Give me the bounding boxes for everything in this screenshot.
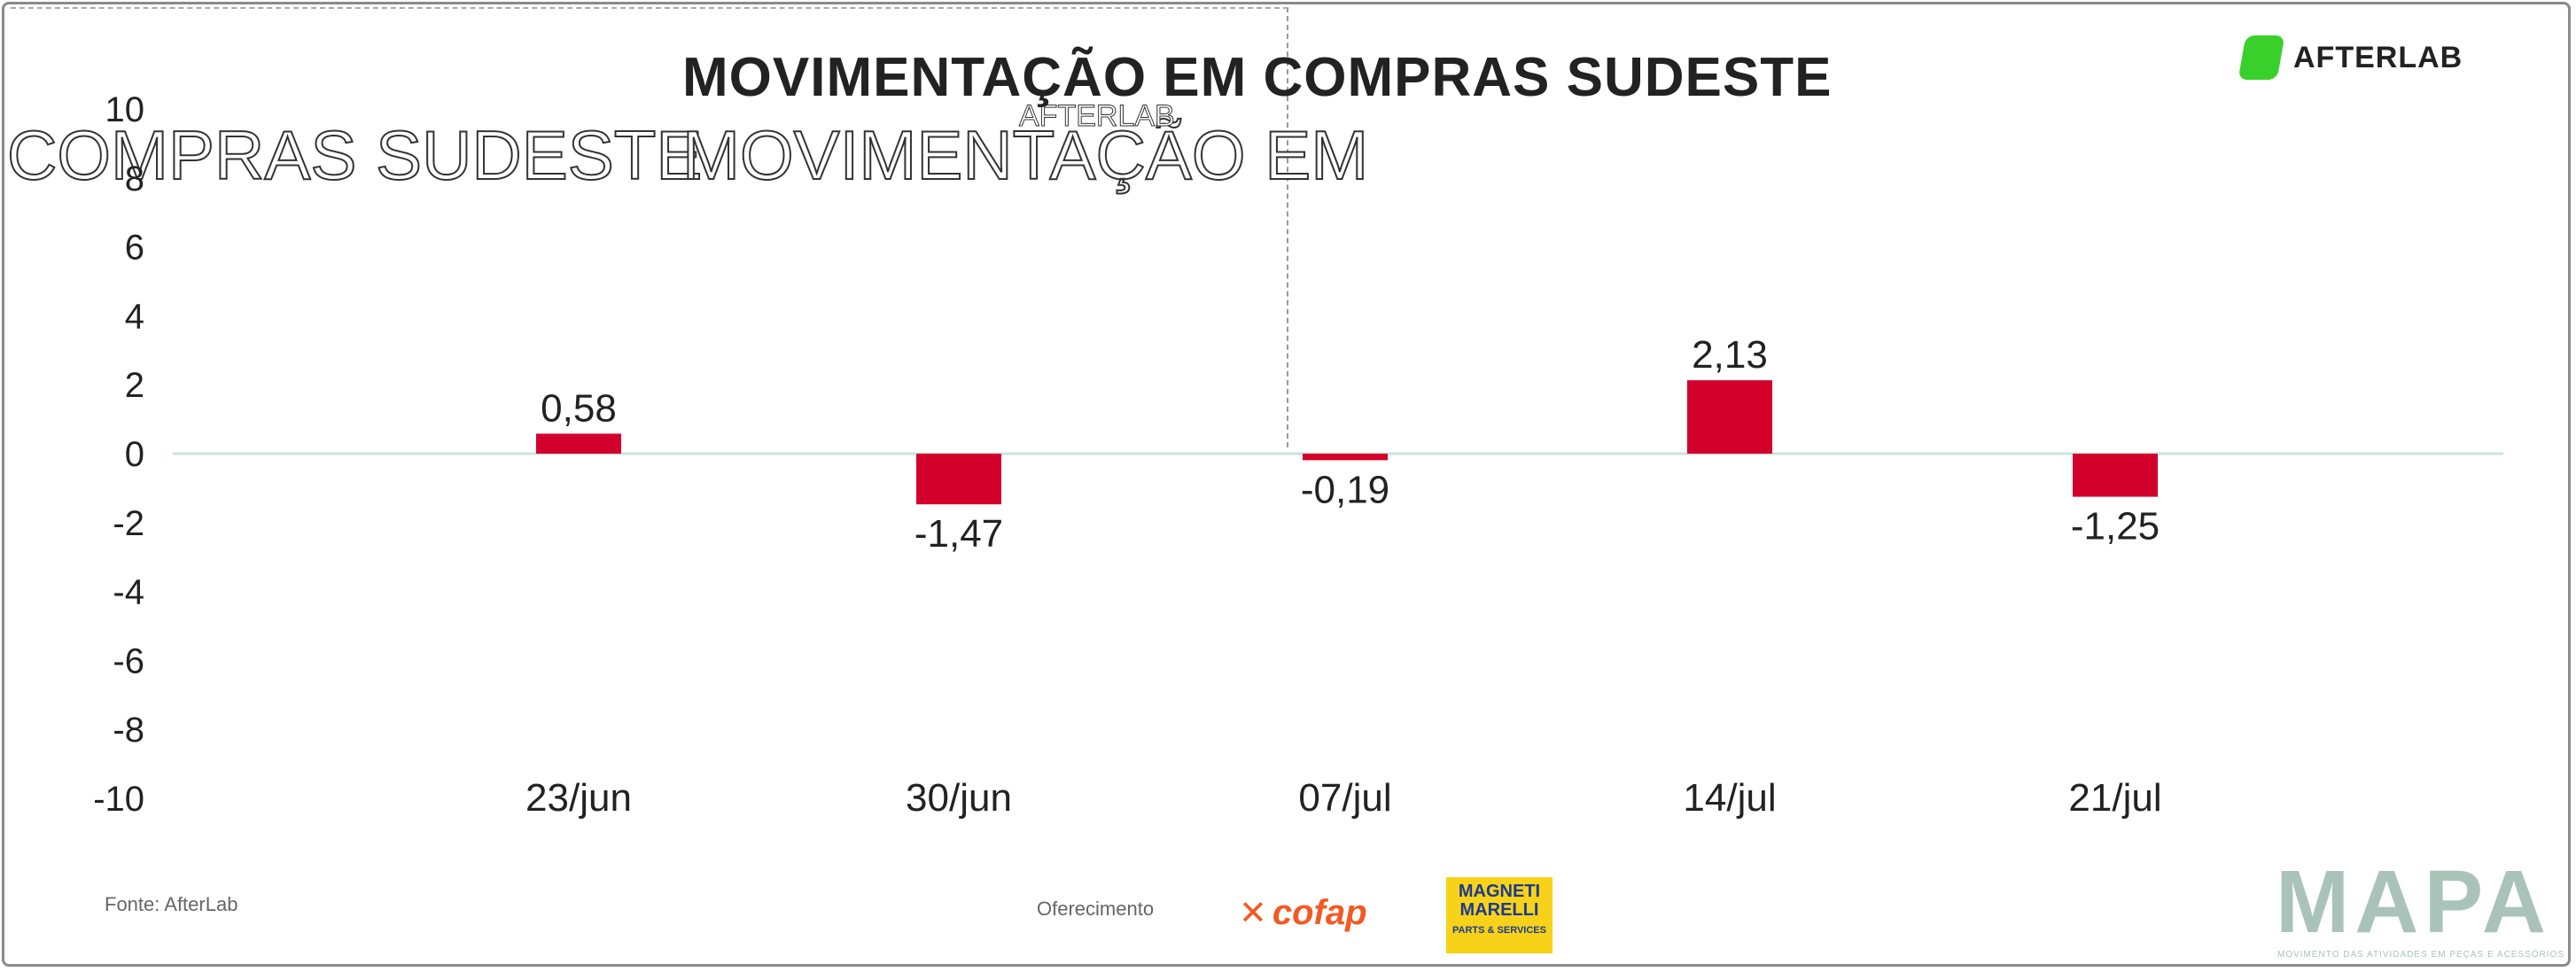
cofap-logo-text: cofap <box>1272 893 1367 932</box>
bar <box>1687 380 1772 454</box>
mapa-logo: MAPA <box>2276 852 2552 952</box>
afterlab-logo-text: AFTERLAB <box>2293 40 2463 74</box>
magneti-line-2: MARELLI <box>1459 900 1539 920</box>
magneti-marelli-logo: MAGNETI MARELLI PARTS & SERVICES <box>1446 877 1553 953</box>
y-tick-label: -2 <box>113 504 144 543</box>
data-label: -0,19 <box>1301 468 1389 511</box>
y-tick-label: 4 <box>125 297 144 336</box>
bar <box>2073 454 2158 497</box>
bar <box>1303 454 1388 461</box>
data-label: 0,58 <box>541 386 617 430</box>
ghost-text-small: AFTERLAB <box>1019 99 1176 134</box>
y-tick-label: 2 <box>125 366 144 405</box>
y-tick-label: 10 <box>105 90 145 129</box>
magneti-line-3: PARTS & SERVICES <box>1452 925 1546 936</box>
data-label: -1,25 <box>2071 505 2160 548</box>
y-tick-label: 0 <box>125 435 144 474</box>
data-label: -1,47 <box>914 512 1003 556</box>
y-tick-label: -4 <box>113 573 144 612</box>
cofap-icon: ✕ <box>1239 895 1267 932</box>
afterlab-logo: AFTERLAB <box>2237 35 2463 80</box>
bar <box>536 433 621 454</box>
y-tick-label: 6 <box>125 229 144 268</box>
overlay-box <box>11 7 1288 447</box>
ghost-text-left: COMPRAS SUDESTE <box>6 115 703 195</box>
x-tick-label: 07/jul <box>1298 776 1391 820</box>
y-tick-label: -8 <box>113 711 144 750</box>
x-tick-label: 14/jul <box>1683 776 1776 820</box>
magneti-line-1: MAGNETI <box>1458 882 1541 901</box>
x-tick-label: 23/jun <box>525 776 632 820</box>
ghost-text-right: MOVIMENTAÇÃO EM <box>681 115 1369 195</box>
y-tick-label: -6 <box>113 642 144 680</box>
source-note: Fonte: AfterLab <box>105 893 238 915</box>
cofap-logo: ✕ cofap <box>1239 893 1367 933</box>
y-tick-label: 8 <box>125 159 144 198</box>
mapa-tagline: MOVIMENTO DAS ATIVIDADES EM PEÇAS E ACES… <box>2277 950 2565 960</box>
chart-title: MOVIMENTAÇÃO EM COMPRAS SUDESTE <box>682 47 1833 108</box>
data-label: 2,13 <box>1692 333 1768 377</box>
y-tick-label: -10 <box>93 780 144 819</box>
x-tick-label: 30/jun <box>906 776 1012 820</box>
sponsor-label: Oferecimento <box>1037 898 1155 920</box>
x-tick-label: 21/jul <box>2068 776 2161 820</box>
bar <box>916 454 1001 505</box>
